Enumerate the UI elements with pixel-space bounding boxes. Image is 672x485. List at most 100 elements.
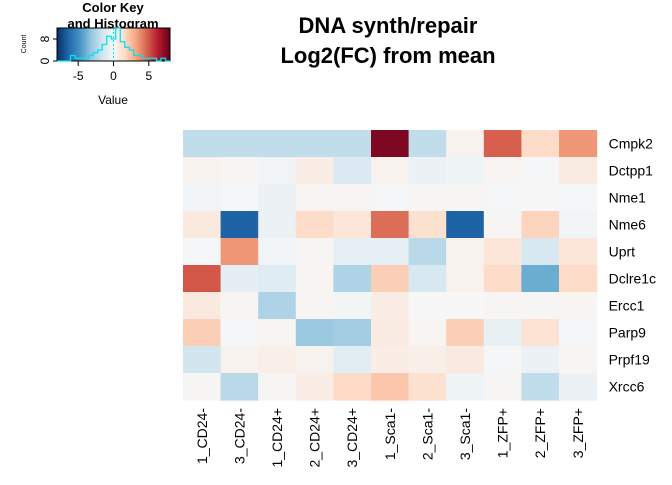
heatmap-cell-nme6-11	[559, 211, 598, 239]
color-key-swatch	[157, 28, 160, 61]
color-key-swatch	[72, 28, 76, 61]
row-label-dctpp1: Dctpp1	[609, 163, 654, 179]
color-key-swatch	[111, 28, 114, 61]
color-key-swatch	[150, 28, 153, 61]
heatmap-cell-nme1-1	[183, 184, 222, 212]
color-key-swatch	[94, 28, 97, 61]
color-key: -5 0 5 0 8	[38, 27, 171, 83]
heatmap-cell-uprt-2	[220, 238, 259, 266]
color-key-swatch	[83, 28, 86, 61]
color-key-swatch	[154, 28, 157, 61]
heatmap-cell-prpf19-1	[183, 346, 222, 374]
color-key-swatch	[118, 28, 121, 61]
heatmap-cell-uprt-4	[295, 238, 334, 266]
color-key-swatch	[57, 28, 60, 61]
heatmap-cell-cmpk2-8	[446, 130, 485, 158]
color-key-swatch	[85, 28, 88, 61]
heatmap-cell-dclre1c-3	[258, 265, 297, 293]
row-label-prpf19: Prpf19	[609, 352, 650, 368]
color-key-swatch	[161, 28, 164, 61]
column-label-1: 1_CD24-	[194, 408, 210, 464]
color-key-swatch	[79, 28, 83, 61]
heatmap-cell-uprt-5	[333, 238, 372, 266]
color-key-swatch	[117, 28, 120, 61]
heatmap-cell-ercc1-9	[483, 292, 522, 320]
heatmap-cell-dctpp1-2	[220, 157, 259, 185]
heatmap-cell-nme1-5	[333, 184, 372, 212]
color-key-y-tick-label: 8	[38, 35, 52, 42]
column-label-10: 2_ZFP+	[532, 408, 548, 458]
heatmap-cell-prpf19-11	[559, 346, 598, 374]
color-key-swatch	[58, 28, 61, 61]
color-key-swatch	[90, 28, 93, 61]
heatmap-cell-parp9-8	[446, 319, 485, 347]
heatmap-cell-xrcc6-9	[483, 373, 522, 401]
color-key-swatch	[92, 28, 95, 61]
color-key-swatch	[76, 28, 79, 61]
color-key-swatch	[148, 28, 151, 61]
heatmap-cell-nme1-8	[446, 184, 485, 212]
column-label-5: 3_CD24+	[344, 408, 360, 468]
color-key-swatch	[125, 28, 129, 61]
heatmap-cell-ercc1-1	[183, 292, 222, 320]
row-label-cmpk2: Cmpk2	[609, 136, 654, 152]
color-key-swatch	[88, 28, 91, 61]
column-label-11: 3_ZFP+	[570, 408, 586, 458]
heatmap-cell-ercc1-8	[446, 292, 485, 320]
color-key-swatch	[95, 28, 99, 61]
heatmap-cell-cmpk2-1	[183, 130, 222, 158]
heatmap-cell-cmpk2-4	[295, 130, 334, 158]
heatmap-cell-ercc1-4	[295, 292, 334, 320]
heatmap-cell-dclre1c-5	[333, 265, 372, 293]
heatmap-cell-dclre1c-6	[371, 265, 410, 293]
heatmap-cell-prpf19-9	[483, 346, 522, 374]
heatmap-cell-prpf19-7	[408, 346, 447, 374]
heatmap-cell-parp9-2	[220, 319, 259, 347]
color-key-swatch	[115, 28, 118, 61]
color-key-swatch	[78, 28, 81, 61]
heatmap-cell-prpf19-4	[295, 346, 334, 374]
heatmap-cell-nme1-9	[483, 184, 522, 212]
heatmap-cell-dctpp1-1	[183, 157, 222, 185]
heatmap-cell-parp9-10	[521, 319, 560, 347]
heatmap-cell-prpf19-5	[333, 346, 372, 374]
row-label-uprt: Uprt	[609, 244, 636, 260]
heatmap-cell-nme6-8	[446, 211, 485, 239]
color-key-swatch	[87, 28, 90, 61]
heatmap-cell-uprt-8	[446, 238, 485, 266]
heatmap-cell-xrcc6-2	[220, 373, 259, 401]
color-key-swatch	[113, 28, 116, 61]
row-label-parp9: Parp9	[609, 325, 647, 341]
row-label-xrcc6: Xrcc6	[609, 379, 645, 395]
heatmap-cell-nme1-4	[295, 184, 334, 212]
heatmap-cell-uprt-9	[483, 238, 522, 266]
color-key-swatch	[159, 28, 162, 61]
color-key-swatch	[132, 28, 136, 61]
heatmap-cell-prpf19-6	[371, 346, 410, 374]
heatmap-cell-cmpk2-9	[483, 130, 522, 158]
heatmap-cell-uprt-7	[408, 238, 447, 266]
heatmap-cell-xrcc6-7	[408, 373, 447, 401]
color-key-swatch	[127, 28, 130, 61]
color-key-swatch	[120, 28, 123, 61]
heatmap-cell-cmpk2-5	[333, 130, 372, 158]
color-key-swatch	[67, 28, 70, 61]
heatmap-cell-dclre1c-7	[408, 265, 447, 293]
heatmap-cell-xrcc6-6	[371, 373, 410, 401]
heatmap-cell-dctpp1-3	[258, 157, 297, 185]
color-key-ylabel: Count	[21, 35, 28, 54]
heatmap-cell-ercc1-3	[258, 292, 297, 320]
color-key-swatch	[60, 28, 63, 61]
heatmap-cell-dclre1c-8	[446, 265, 485, 293]
heatmap-cell-xrcc6-4	[295, 373, 334, 401]
heatmap-cell-nme1-3	[258, 184, 297, 212]
heatmap-cell-parp9-6	[371, 319, 410, 347]
color-key-histogram	[57, 27, 170, 62]
heatmap-cell-xrcc6-1	[183, 373, 222, 401]
color-key-swatch	[134, 28, 137, 61]
color-key-swatch	[145, 28, 148, 61]
heatmap-cell-prpf19-8	[446, 346, 485, 374]
heatmap-cell-dclre1c-1	[183, 265, 222, 293]
color-key-swatch	[74, 28, 77, 61]
